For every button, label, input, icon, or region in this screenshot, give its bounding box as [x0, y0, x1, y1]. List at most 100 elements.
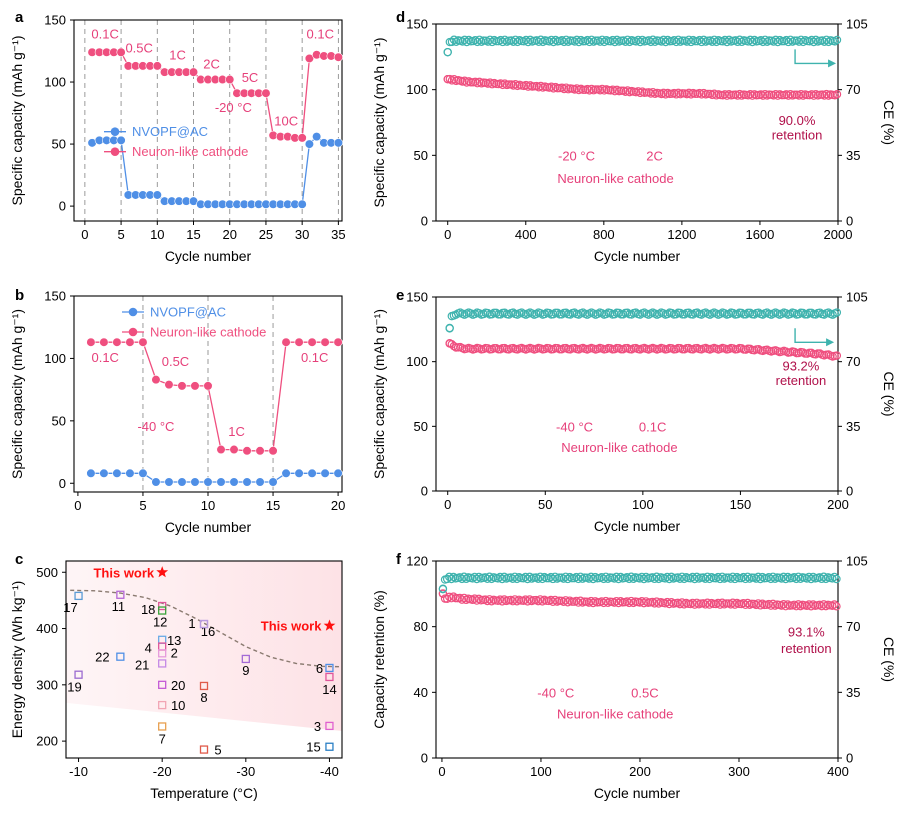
- data-point: [728, 598, 737, 607]
- y-tick-label: 150: [406, 290, 428, 305]
- x-tick-label: 5: [139, 498, 146, 513]
- data-point: [536, 35, 546, 44]
- data-point: [538, 597, 547, 606]
- data-point: [513, 310, 522, 319]
- data-point: [817, 601, 826, 611]
- reference-label: 1: [188, 616, 195, 631]
- data-point: [621, 87, 630, 96]
- annotation: 93.2%: [782, 359, 819, 374]
- data-point: [808, 600, 818, 609]
- annotation: 0.1C: [91, 27, 118, 42]
- y-axis-label: Energy density (Wh kg⁻¹): [9, 581, 25, 739]
- reference-marker: [74, 670, 83, 679]
- data-point: [585, 86, 594, 95]
- data-point: [294, 468, 304, 478]
- data-point: [443, 74, 452, 84]
- x-tick-label: 400: [515, 227, 537, 242]
- this-work-label: This work: [261, 619, 322, 634]
- data-point: [297, 133, 307, 143]
- data-point: [557, 310, 566, 319]
- data-point: [473, 37, 482, 47]
- data-point: [639, 598, 649, 608]
- data-point: [547, 82, 556, 91]
- annotation: -40 °C: [537, 685, 574, 700]
- legend-label: NVOPF@AC: [132, 124, 208, 139]
- data-point: [773, 37, 782, 47]
- data-point: [603, 574, 613, 583]
- x-tick-label: 15: [186, 227, 200, 242]
- data-point: [540, 309, 550, 319]
- reference-label: 6: [316, 661, 323, 676]
- data-point: [333, 52, 343, 62]
- data-point: [445, 324, 454, 333]
- data-point: [625, 37, 634, 47]
- data-point: [242, 477, 252, 487]
- reference-label: 15: [306, 740, 320, 755]
- data-point: [229, 444, 239, 455]
- data-point: [679, 574, 689, 584]
- data-point: [750, 310, 759, 319]
- data-point: [627, 596, 636, 606]
- data-point: [116, 135, 126, 145]
- y2-axis-label: CE (%): [881, 100, 897, 145]
- arrow-head: [826, 338, 835, 347]
- data-point: [743, 572, 752, 581]
- data-point: [726, 600, 735, 609]
- data-point: [822, 35, 831, 44]
- data-point: [686, 37, 696, 47]
- reference-marker: [158, 649, 167, 658]
- data-point: [710, 35, 719, 44]
- reference-marker: [325, 663, 334, 673]
- x-tick-label: -40: [320, 764, 339, 779]
- data-point: [715, 600, 725, 609]
- data-point: [720, 90, 730, 99]
- y-tick-label: 100: [406, 82, 428, 97]
- x-axis-label: Temperature (°C): [150, 785, 258, 801]
- data-point: [564, 37, 573, 46]
- data-point: [86, 337, 96, 347]
- data-point: [748, 37, 757, 47]
- reference-marker: [158, 606, 167, 615]
- data-point: [474, 572, 484, 582]
- data-point: [824, 37, 833, 47]
- data-point: [99, 337, 109, 347]
- data-point: [532, 309, 541, 319]
- data-point: [623, 308, 632, 317]
- y-tick-label: 40: [414, 685, 428, 700]
- x-axis-label: Cycle number: [594, 518, 681, 534]
- data-point: [587, 84, 596, 94]
- data-point: [116, 47, 126, 57]
- data-point: [769, 91, 778, 100]
- data-point: [715, 574, 725, 584]
- data-point: [703, 572, 712, 581]
- data-point: [792, 602, 801, 611]
- panel-letter: a: [15, 9, 24, 26]
- reference-label: 17: [63, 600, 77, 615]
- data-point: [713, 598, 723, 608]
- panel-a: 0 5 10 15 20 25 30 35 0 50 100 150 Cycle number Speci…: [9, 9, 346, 264]
- legend-marker: [128, 307, 138, 317]
- data-point: [583, 84, 592, 94]
- data-point: [597, 309, 607, 318]
- data-point: [640, 308, 649, 317]
- data-point: [796, 574, 805, 584]
- data-point: [597, 84, 607, 94]
- annotation: 1C: [169, 48, 186, 63]
- data-point: [487, 310, 497, 319]
- data-point: [508, 308, 518, 317]
- data-point: [815, 308, 825, 317]
- annotation: Neuron-like cathode: [557, 171, 673, 186]
- data-point: [641, 597, 651, 606]
- y2-axis-label: CE (%): [881, 371, 897, 416]
- annotation: -20 °C: [215, 100, 252, 115]
- data-point: [536, 595, 545, 604]
- data-point: [500, 308, 509, 317]
- annotation: 2C: [203, 56, 220, 71]
- data-point: [549, 37, 558, 47]
- data-point: [830, 572, 839, 582]
- data-point: [304, 139, 315, 149]
- data-point: [699, 88, 708, 98]
- data-point: [203, 381, 213, 391]
- data-point: [804, 600, 814, 609]
